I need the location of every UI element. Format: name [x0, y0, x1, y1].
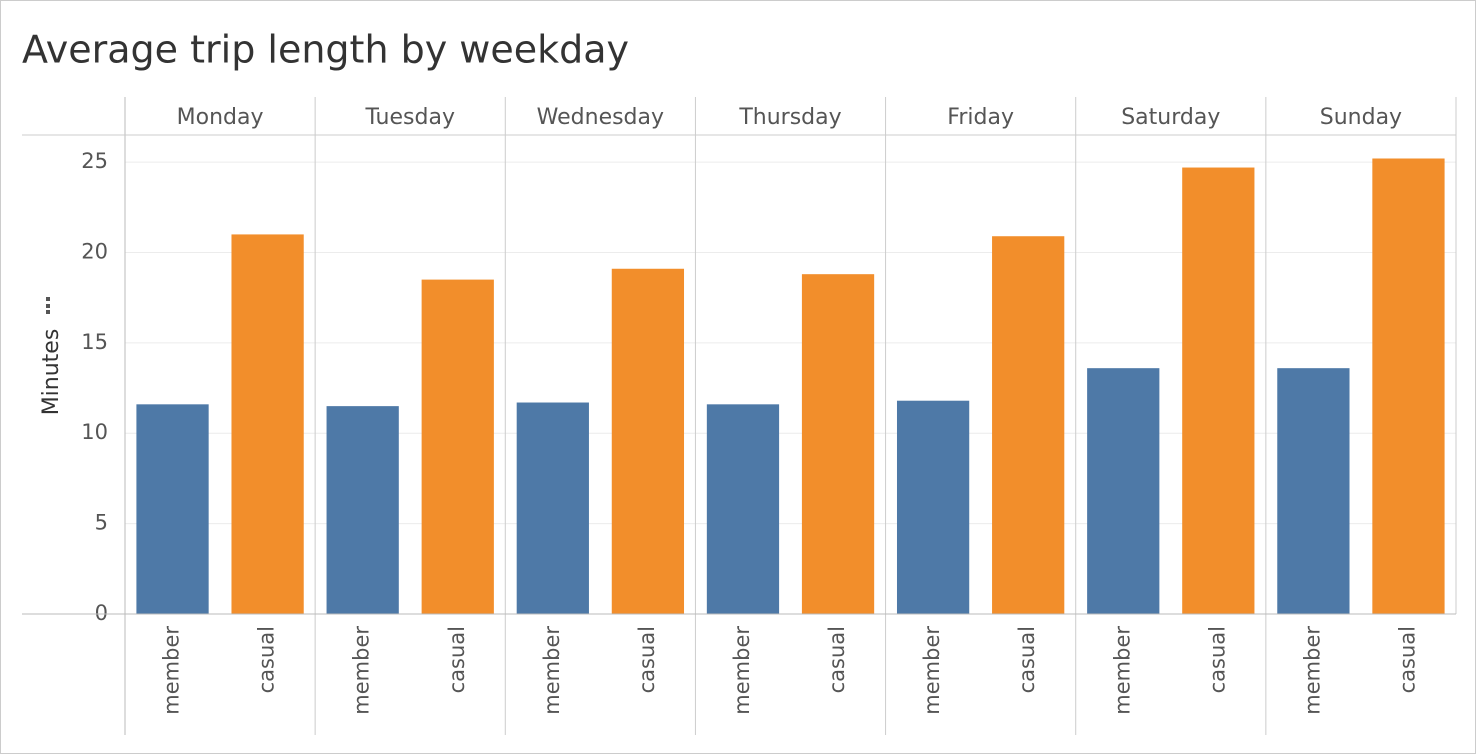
bar — [706, 404, 780, 614]
x-tick-label: member — [540, 626, 564, 715]
chart-title: Average trip length by weekday — [22, 28, 629, 72]
y-tick-label: 25 — [81, 149, 108, 173]
panel-header: Thursday — [738, 105, 841, 130]
bar — [1087, 368, 1160, 614]
y-tick-label: 15 — [81, 330, 108, 354]
bar — [1372, 158, 1445, 614]
y-tick-label: 0 — [95, 601, 108, 625]
y-tick-label: 10 — [81, 420, 108, 444]
y-axis-label: Minutes — [39, 329, 64, 416]
x-tick-label: member — [350, 626, 374, 715]
bar — [611, 268, 685, 614]
bar — [136, 404, 209, 614]
panel-header: Saturday — [1121, 105, 1220, 130]
panel-header: Wednesday — [537, 105, 664, 130]
bar — [1182, 167, 1255, 615]
x-tick-label: member — [160, 626, 184, 715]
x-tick-label: member — [730, 626, 754, 715]
panel-header: Sunday — [1320, 105, 1402, 130]
sort-icon — [46, 297, 50, 314]
x-tick-label: member — [920, 626, 944, 715]
panel-header: Monday — [177, 105, 264, 130]
panel-header: Tuesday — [364, 105, 455, 130]
x-tick-label: casual — [1015, 626, 1039, 693]
x-tick-label: casual — [825, 626, 849, 693]
x-tick-label: casual — [445, 626, 469, 693]
x-tick-label: casual — [255, 626, 279, 693]
x-tick-label: casual — [1205, 626, 1229, 693]
y-tick-label: 5 — [95, 511, 108, 535]
bar — [801, 274, 875, 614]
bar — [1277, 368, 1350, 614]
panel-header: Friday — [947, 105, 1014, 130]
bar — [231, 234, 304, 614]
bar — [421, 279, 494, 614]
bar — [896, 400, 970, 614]
bar — [992, 236, 1065, 614]
x-tick-label: member — [1300, 626, 1324, 715]
bar — [516, 402, 589, 614]
x-tick-label: member — [1110, 626, 1134, 715]
x-tick-label: casual — [635, 626, 659, 693]
x-tick-label: casual — [1395, 626, 1419, 693]
y-tick-label: 20 — [81, 239, 108, 263]
bar — [326, 406, 399, 614]
